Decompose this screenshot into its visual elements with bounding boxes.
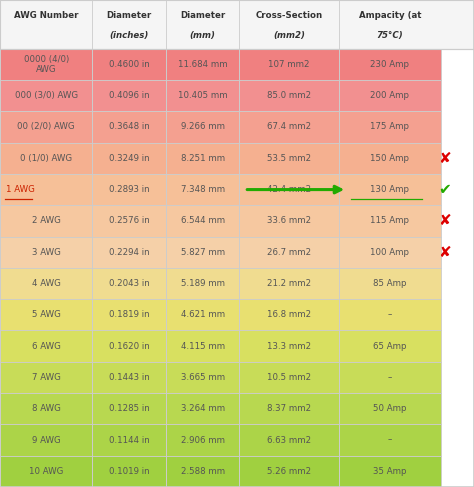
Text: 0.1019 in: 0.1019 in (109, 467, 149, 476)
Text: 115 Amp: 115 Amp (370, 216, 410, 225)
Bar (166, 362, 239, 393)
Bar (339, 80, 441, 112)
Text: 7.348 mm: 7.348 mm (181, 185, 225, 194)
Bar (339, 237, 441, 268)
Bar (166, 112, 239, 143)
Text: 175 Amp: 175 Amp (370, 122, 410, 131)
Bar (92, 49, 166, 80)
Bar (92, 393, 166, 424)
Bar (166, 49, 239, 80)
Text: 53.5 mm2: 53.5 mm2 (267, 154, 311, 163)
Text: 2.906 mm: 2.906 mm (181, 435, 225, 445)
Text: 26.7 mm2: 26.7 mm2 (267, 248, 311, 257)
Text: 9 AWG: 9 AWG (32, 435, 61, 445)
Bar (239, 49, 339, 80)
Bar (166, 268, 239, 299)
Text: 6 AWG: 6 AWG (32, 341, 61, 351)
Bar (0, 0, 474, 49)
Text: 3 AWG: 3 AWG (32, 248, 61, 257)
Text: 1 AWG: 1 AWG (6, 185, 35, 194)
Text: 10.5 mm2: 10.5 mm2 (267, 373, 311, 382)
Bar (239, 80, 339, 112)
Text: ✘: ✘ (438, 213, 451, 228)
Bar (166, 456, 239, 487)
Text: ✘: ✘ (438, 244, 451, 260)
Bar (0, 49, 92, 80)
Text: Diameter: Diameter (180, 11, 225, 20)
Text: 85 Amp: 85 Amp (373, 279, 407, 288)
Text: 0.4600 in: 0.4600 in (109, 60, 149, 69)
Text: 65 Amp: 65 Amp (373, 341, 407, 351)
Text: 107 mm2: 107 mm2 (268, 60, 310, 69)
Text: 0.2576 in: 0.2576 in (109, 216, 149, 225)
Text: 35 Amp: 35 Amp (373, 467, 407, 476)
Text: 10 AWG: 10 AWG (29, 467, 64, 476)
Bar (239, 362, 339, 393)
Text: 50 Amp: 50 Amp (373, 404, 407, 413)
Text: 4 AWG: 4 AWG (32, 279, 61, 288)
Text: 130 Amp: 130 Amp (370, 185, 410, 194)
Text: 0.4096 in: 0.4096 in (109, 91, 149, 100)
Bar (166, 331, 239, 362)
Bar (0, 143, 92, 174)
Bar (0, 456, 92, 487)
Bar (239, 393, 339, 424)
Text: 150 Amp: 150 Amp (370, 154, 410, 163)
Bar (166, 80, 239, 112)
Text: 0.2294 in: 0.2294 in (109, 248, 149, 257)
Text: 3.264 mm: 3.264 mm (181, 404, 225, 413)
Text: 4.115 mm: 4.115 mm (181, 341, 225, 351)
Bar (339, 393, 441, 424)
Bar (92, 456, 166, 487)
Text: 6.544 mm: 6.544 mm (181, 216, 225, 225)
Text: 11.684 mm: 11.684 mm (178, 60, 228, 69)
Text: 0.1443 in: 0.1443 in (109, 373, 149, 382)
Bar (166, 237, 239, 268)
Text: 5.189 mm: 5.189 mm (181, 279, 225, 288)
Text: 5.827 mm: 5.827 mm (181, 248, 225, 257)
Text: 000 (3/0) AWG: 000 (3/0) AWG (15, 91, 78, 100)
Text: 100 Amp: 100 Amp (370, 248, 410, 257)
Bar (239, 112, 339, 143)
Bar (92, 331, 166, 362)
Text: 16.8 mm2: 16.8 mm2 (267, 310, 311, 319)
Bar (239, 205, 339, 237)
Text: 10.405 mm: 10.405 mm (178, 91, 228, 100)
Bar (0, 268, 92, 299)
Text: 85.0 mm2: 85.0 mm2 (267, 91, 311, 100)
Bar (92, 237, 166, 268)
Bar (0, 331, 92, 362)
Bar (339, 299, 441, 331)
Bar (92, 80, 166, 112)
Bar (0, 362, 92, 393)
Text: 8.37 mm2: 8.37 mm2 (267, 404, 311, 413)
Text: 42.4 mm2: 42.4 mm2 (267, 185, 311, 194)
Text: 9.266 mm: 9.266 mm (181, 122, 225, 131)
Bar (166, 174, 239, 205)
Bar (339, 174, 441, 205)
Text: 0 (1/0) AWG: 0 (1/0) AWG (20, 154, 72, 163)
Bar (0, 80, 92, 112)
Bar (339, 49, 441, 80)
Bar (239, 174, 339, 205)
Text: 0.1620 in: 0.1620 in (109, 341, 149, 351)
Text: (inches): (inches) (109, 31, 149, 39)
Text: 8.251 mm: 8.251 mm (181, 154, 225, 163)
Text: 0000 (4/0)
AWG: 0000 (4/0) AWG (24, 55, 69, 74)
Text: Ampacity (at: Ampacity (at (359, 11, 421, 20)
Bar (0, 299, 92, 331)
Text: Diameter: Diameter (107, 11, 152, 20)
Text: 7 AWG: 7 AWG (32, 373, 61, 382)
Text: 230 Amp: 230 Amp (370, 60, 410, 69)
Text: 13.3 mm2: 13.3 mm2 (267, 341, 311, 351)
Bar (239, 143, 339, 174)
Text: 0.3249 in: 0.3249 in (109, 154, 149, 163)
Text: 6.63 mm2: 6.63 mm2 (267, 435, 311, 445)
Text: 33.6 mm2: 33.6 mm2 (267, 216, 311, 225)
Bar (92, 362, 166, 393)
Text: 0.3648 in: 0.3648 in (109, 122, 149, 131)
Text: 2.588 mm: 2.588 mm (181, 467, 225, 476)
Text: 200 Amp: 200 Amp (370, 91, 410, 100)
Text: (mm): (mm) (190, 31, 216, 39)
Text: 4.621 mm: 4.621 mm (181, 310, 225, 319)
